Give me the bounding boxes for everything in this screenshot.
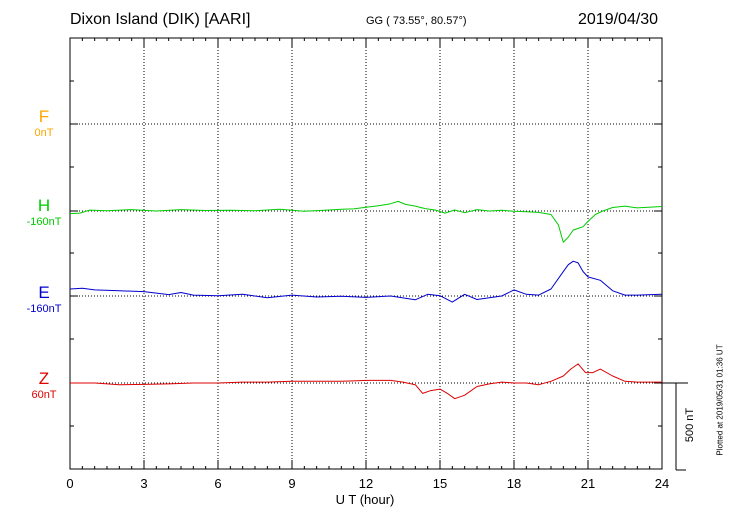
x-tick-label: 0 bbox=[66, 476, 74, 491]
component-baseline-e: -160nT bbox=[26, 303, 62, 315]
component-name-f: F bbox=[38, 107, 50, 126]
plotted-timestamp: Plotted at 2019/05/31 01:36 UT bbox=[715, 344, 725, 456]
x-tick-label: 24 bbox=[654, 476, 670, 491]
series-line-e bbox=[69, 260, 663, 303]
plot-date: 2019/04/30 bbox=[578, 11, 659, 28]
x-tick-label: 12 bbox=[358, 476, 374, 491]
x-tick-label: 15 bbox=[432, 476, 448, 491]
x-axis-label: U T (hour) bbox=[335, 492, 395, 507]
series-line-z bbox=[70, 363, 662, 400]
component-name-h: H bbox=[37, 196, 51, 215]
station-title: Dixon Island (DIK) [AARI] bbox=[70, 11, 251, 28]
component-name-e: E bbox=[38, 283, 50, 302]
component-baseline-z: 60nT bbox=[31, 389, 57, 401]
component-label-f: F 0nT bbox=[19, 108, 69, 140]
scale-bar-label: 500 nT bbox=[684, 407, 696, 443]
component-baseline-h: -160nT bbox=[26, 216, 62, 228]
component-label-e: E -160nT bbox=[19, 284, 69, 316]
component-name-z: Z bbox=[38, 369, 50, 388]
x-tick-label: 3 bbox=[140, 476, 148, 491]
series-line-h bbox=[69, 200, 663, 243]
x-tick-label: 21 bbox=[580, 476, 596, 491]
x-tick-label: 9 bbox=[288, 476, 296, 491]
component-label-h: H -160nT bbox=[19, 197, 69, 229]
component-label-z: Z 60nT bbox=[19, 370, 69, 402]
x-tick-label: 6 bbox=[214, 476, 222, 491]
geographic-coordinates: GG ( 73.55°, 80.57°) bbox=[366, 15, 467, 27]
component-baseline-f: 0nT bbox=[34, 127, 54, 139]
x-tick-label: 18 bbox=[506, 476, 522, 491]
